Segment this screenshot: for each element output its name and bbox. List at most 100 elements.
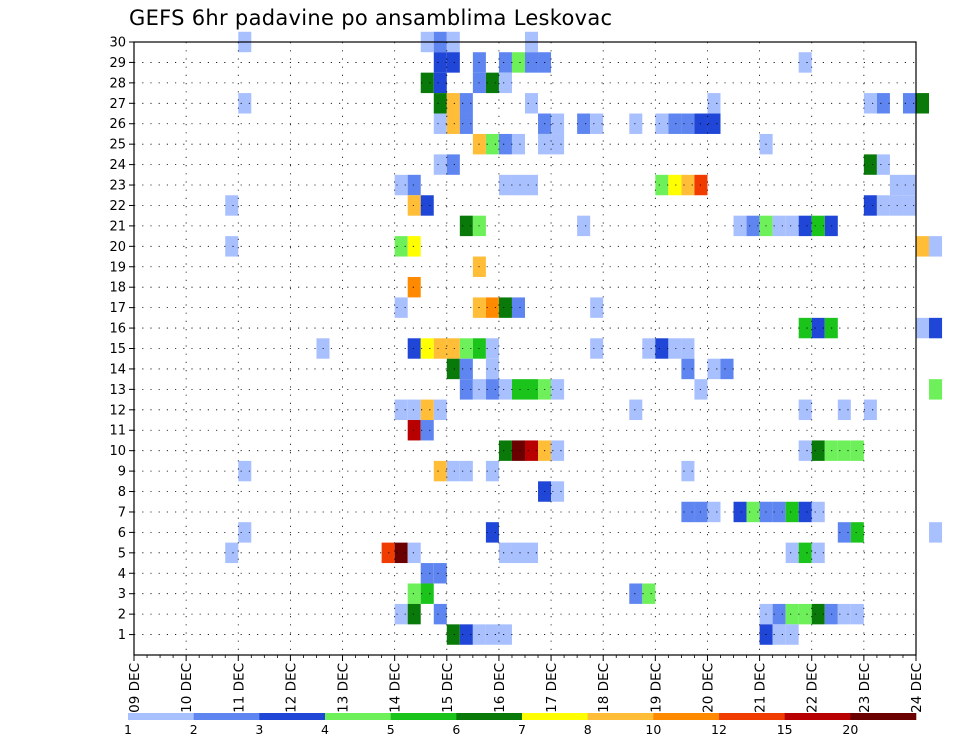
- heatmap-cell: [511, 133, 525, 155]
- heatmap-cell: [433, 603, 447, 625]
- heatmap-cell: [929, 236, 943, 257]
- heatmap-cell: [811, 501, 825, 523]
- y-tick-label: 14: [109, 362, 126, 377]
- heatmap-cell: [889, 195, 903, 216]
- heatmap-cell: [590, 338, 604, 359]
- x-tick-label: 10 DEC: [179, 663, 195, 713]
- heatmap-cell: [525, 440, 539, 461]
- heatmap-cell: [668, 174, 682, 196]
- heatmap-cell: [485, 522, 499, 543]
- heatmap-cell: [681, 460, 695, 482]
- colorbar-segment: [522, 713, 588, 720]
- heatmap-cell: [577, 113, 591, 134]
- heatmap-cell: [485, 460, 499, 482]
- heatmap-cell: [785, 501, 799, 523]
- x-tick-label: 22 DEC: [805, 663, 821, 713]
- y-tick-label: 25: [109, 138, 126, 153]
- heatmap-cell: [798, 317, 812, 339]
- heatmap-cell: [394, 297, 408, 318]
- heatmap-cell: [837, 603, 851, 625]
- heatmap-cell: [498, 542, 512, 564]
- y-tick-label: 27: [109, 97, 126, 112]
- heatmap-cell: [642, 338, 656, 359]
- heatmap-cell: [746, 215, 760, 237]
- heatmap-cell: [668, 113, 682, 134]
- colorbar-label: 7: [518, 722, 526, 737]
- heatmap-cell: [446, 113, 460, 134]
- x-tick-label: 23 DEC: [857, 663, 873, 713]
- heatmap-cell: [459, 113, 473, 134]
- heatmap-cell: [785, 215, 799, 237]
- heatmap-cell: [446, 358, 460, 380]
- heatmap-cell: [551, 379, 565, 400]
- colorbar-label: 12: [711, 722, 727, 737]
- heatmap-cell: [225, 195, 239, 216]
- heatmap-cell: [551, 113, 565, 134]
- heatmap-cell: [433, 52, 447, 73]
- heatmap-cell: [511, 174, 525, 196]
- heatmap-cell: [590, 113, 604, 134]
- heatmap-cell: [498, 52, 512, 73]
- heatmap-cell: [798, 603, 812, 625]
- heatmap-cell: [837, 399, 851, 421]
- colorbar-segment: [587, 713, 654, 720]
- heatmap-cell: [655, 174, 669, 196]
- heatmap-cell: [433, 113, 447, 134]
- heatmap-cell: [629, 113, 643, 134]
- colorbar-segment: [653, 713, 720, 720]
- x-tick-label: 15 DEC: [440, 663, 456, 713]
- heatmap-cell: [629, 583, 643, 604]
- heatmap-cell: [863, 93, 877, 114]
- heatmap-cell: [720, 358, 734, 380]
- colorbar-segment: [456, 713, 523, 720]
- y-tick-label: 17: [109, 301, 126, 316]
- heatmap-cell: [238, 522, 252, 543]
- y-tick-label: 24: [109, 158, 126, 173]
- heatmap-cell: [733, 215, 747, 237]
- heatmap-cell: [459, 379, 473, 400]
- heatmap-cell: [577, 215, 591, 237]
- heatmap-cell: [394, 174, 408, 196]
- heatmap-cell: [811, 542, 825, 564]
- heatmap-cell: [433, 563, 447, 584]
- y-tick-label: 8: [118, 485, 126, 500]
- colorbar: 1 2 3 4 5 6 7 8 10 12 15 20: [124, 713, 917, 737]
- heatmap-cell: [811, 317, 825, 339]
- heatmap-cell: [525, 379, 539, 400]
- heatmap-cell: [707, 501, 721, 523]
- colorbar-label: 5: [387, 722, 395, 737]
- heatmap-cell: [681, 501, 695, 523]
- heatmap-cell: [407, 236, 421, 257]
- heatmap-cell: [772, 501, 786, 523]
- heatmap-cell: [459, 338, 473, 359]
- heatmap-cell: [511, 440, 525, 461]
- heatmap-cell: [681, 358, 695, 380]
- heatmap-cell: [394, 399, 408, 421]
- heatmap-cell: [459, 624, 473, 645]
- colorbar-label: 20: [842, 722, 858, 737]
- heatmap-cell: [420, 338, 434, 359]
- y-tick-label: 15: [109, 342, 126, 357]
- y-tick-label: 9: [118, 465, 126, 480]
- heatmap-cell: [929, 522, 943, 543]
- heatmap-cell: [525, 52, 539, 73]
- x-tick-label: 11 DEC: [231, 663, 247, 713]
- heatmap-cell: [916, 317, 930, 339]
- heatmap-cell: [811, 215, 825, 237]
- chart-title: GEFS 6hr padavine po ansamblima Leskovac: [129, 6, 613, 30]
- y-tick-label: 29: [109, 56, 126, 71]
- heatmap-cell: [772, 624, 786, 645]
- y-tick-label: 18: [109, 281, 126, 296]
- y-tick-label: 26: [109, 117, 126, 132]
- colorbar-segment: [719, 713, 785, 720]
- colorbar-label: 10: [645, 722, 661, 737]
- y-tick-label: 22: [109, 199, 126, 214]
- x-tick-label: 14 DEC: [388, 663, 404, 713]
- y-axis: 1234567891011121314151617181920212223242…: [109, 36, 134, 643]
- colorbar-label: 8: [584, 722, 592, 737]
- colorbar-label: 6: [452, 722, 460, 737]
- x-axis: 09 DEC 10 DEC 11 DEC 12 DEC 13 DEC 14 DEC 15 D…: [127, 655, 925, 713]
- heatmap-cell: [863, 154, 877, 175]
- y-tick-label: 12: [109, 403, 126, 418]
- y-tick-label: 13: [109, 383, 126, 398]
